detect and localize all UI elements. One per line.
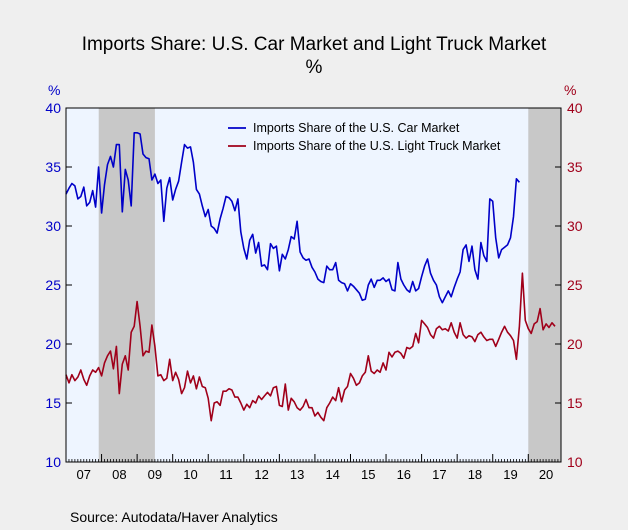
x-tick-label-17: 17 <box>432 467 446 482</box>
x-tick-label-11: 11 <box>219 467 233 482</box>
legend-label-truck: Imports Share of the U.S. Light Truck Ma… <box>253 139 501 153</box>
right-tick-label-40: 40 <box>567 100 583 116</box>
x-tick-label-10: 10 <box>183 467 197 482</box>
right-tick-label-35: 35 <box>567 159 583 175</box>
series-line-car <box>65 132 521 304</box>
x-tick-label-08: 08 <box>112 467 126 482</box>
legend-label-car: Imports Share of the U.S. Car Market <box>253 121 460 135</box>
right-tick-label-20: 20 <box>567 336 583 352</box>
left-tick-label-40: 40 <box>45 100 61 116</box>
x-tick-label-14: 14 <box>325 467 339 482</box>
recession-band-1 <box>98 108 155 462</box>
x-tick-label-16: 16 <box>397 467 411 482</box>
series-line-truck <box>65 272 556 422</box>
x-tick-label-19: 19 <box>503 467 517 482</box>
x-tick-label-15: 15 <box>361 467 375 482</box>
right-tick-label-30: 30 <box>567 218 583 234</box>
chart-title: Imports Share: U.S. Car Market and Light… <box>82 34 547 55</box>
x-tick-label-09: 09 <box>148 467 162 482</box>
right-tick-label-15: 15 <box>567 395 583 411</box>
right-tick-label-25: 25 <box>567 277 583 293</box>
left-tick-label-10: 10 <box>45 454 61 470</box>
left-tick-label-30: 30 <box>45 218 61 234</box>
left-axis-unit: % <box>48 82 60 98</box>
x-tick-label-20: 20 <box>539 467 553 482</box>
legend: Imports Share of the U.S. Car Market Imp… <box>228 121 501 153</box>
left-tick-label-25: 25 <box>45 277 61 293</box>
left-tick-label-15: 15 <box>45 395 61 411</box>
left-tick-label-20: 20 <box>45 336 61 352</box>
x-tick-label-18: 18 <box>468 467 482 482</box>
plot-area: 10 10 15 15 20 20 25 25 30 30 35 35 40 40 07 08 09 10 11 12… <box>45 100 582 482</box>
right-tick-label-10: 10 <box>567 454 583 470</box>
x-tick-label-13: 13 <box>290 467 304 482</box>
chart-subtitle: % <box>306 57 323 78</box>
left-tick-label-35: 35 <box>45 159 61 175</box>
right-axis-unit: % <box>564 82 576 98</box>
x-tick-label-07: 07 <box>77 467 91 482</box>
x-tick-label-12: 12 <box>254 467 268 482</box>
source-note: Source: Autodata/Haver Analytics <box>70 509 278 525</box>
